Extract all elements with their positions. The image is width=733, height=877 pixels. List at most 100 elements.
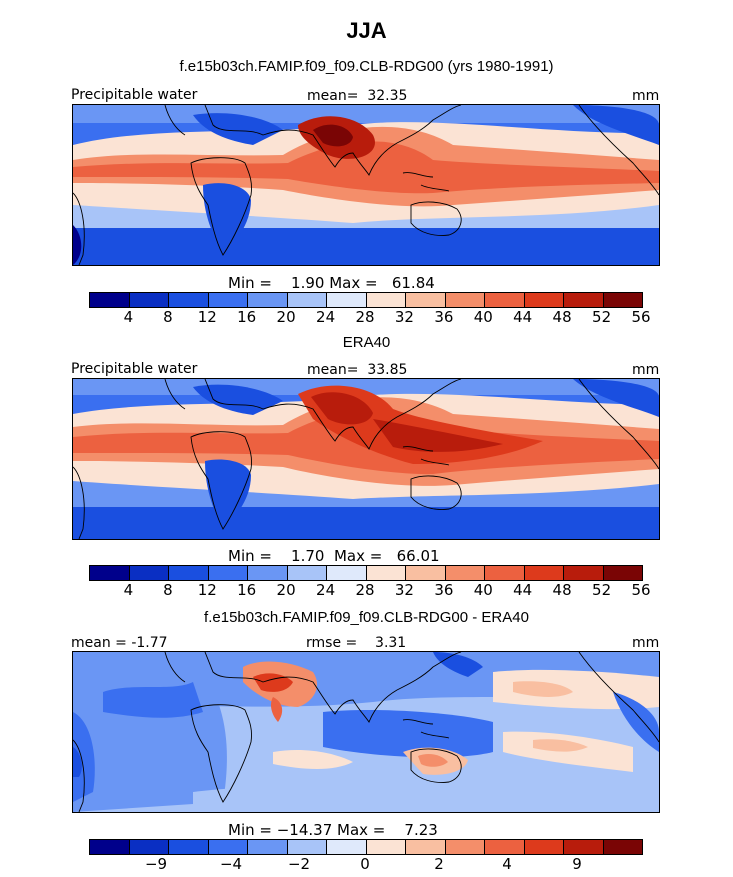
panel3-unit-label: mm <box>632 635 660 651</box>
colorbar-swatch <box>248 566 288 580</box>
colorbar-tick: 2 <box>434 855 444 873</box>
panel2-subtitle: ERA40 <box>342 334 391 351</box>
panel1-minmax: Min = 1.90 Max = 61.84 <box>228 274 435 292</box>
panel3-subtitle: f.e15b03ch.FAMIP.f09_f09.CLB-RDG00 - ERA… <box>204 609 529 626</box>
colorbar-tick: 8 <box>163 581 173 599</box>
panel3-rmse-label: rmse = 3.31 <box>306 635 407 651</box>
colorbar-tick: 0 <box>360 855 370 873</box>
colorbar-swatch <box>564 566 604 580</box>
colorbar-swatch <box>287 293 327 307</box>
colorbar-tick: 16 <box>237 581 257 599</box>
panel1-variable-label: Precipitable water <box>71 87 198 103</box>
colorbar-swatch <box>445 840 485 854</box>
colorbar-swatch <box>208 566 248 580</box>
colorbar-swatch <box>90 566 130 580</box>
colorbar-tick: −9 <box>144 855 168 873</box>
colorbar-swatch <box>485 840 525 854</box>
colorbar-swatch <box>287 840 327 854</box>
colorbar-swatch <box>564 293 604 307</box>
colorbar-tick: 56 <box>631 308 651 326</box>
colorbar-tick: 36 <box>434 581 454 599</box>
colorbar-tick: 9 <box>572 855 582 873</box>
panel2-variable-label: Precipitable water <box>71 361 198 377</box>
colorbar-swatch <box>603 293 642 307</box>
panel1-mean-label: mean= 32.35 <box>307 88 408 104</box>
panel1-subtitle: f.e15b03ch.FAMIP.f09_f09.CLB-RDG00 (yrs … <box>179 58 554 75</box>
colorbar-tick: 56 <box>631 581 651 599</box>
colorbar-swatch <box>248 840 288 854</box>
colorbar-swatch <box>366 840 406 854</box>
colorbar-swatch <box>406 840 446 854</box>
panel1-unit-label: mm <box>632 88 660 104</box>
colorbar-tick: 12 <box>197 581 217 599</box>
colorbar-swatch <box>169 840 209 854</box>
panel3-minmax: Min = −14.37 Max = 7.23 <box>228 821 438 839</box>
colorbar-tick: 16 <box>237 308 257 326</box>
colorbar-swatch <box>564 840 604 854</box>
figure-title: JJA <box>346 18 387 43</box>
colorbar-tick: 8 <box>163 308 173 326</box>
colorbar-swatch <box>524 840 564 854</box>
colorbar-swatch <box>90 293 130 307</box>
colorbar-tick: 48 <box>552 308 572 326</box>
colorbar-tick: 4 <box>123 581 134 599</box>
colorbar-tick: 52 <box>592 581 612 599</box>
colorbar-swatch <box>208 840 248 854</box>
colorbar-swatch <box>406 566 446 580</box>
colorbar-swatch <box>445 293 485 307</box>
colorbar-swatch <box>603 840 642 854</box>
colorbar-swatch <box>366 293 406 307</box>
colorbar-swatch <box>485 566 525 580</box>
panel2-colorbar-ticks: 4 8 12 16 20 24 28 32 36 40 44 48 52 56 <box>89 581 651 599</box>
colorbar-swatch <box>129 566 169 580</box>
colorbar-tick: 28 <box>355 308 375 326</box>
colorbar-tick: 48 <box>552 581 572 599</box>
colorbar-tick: 20 <box>276 308 296 326</box>
panel3-colorbar <box>89 839 643 855</box>
colorbar-tick: 24 <box>316 581 336 599</box>
colorbar-tick: 44 <box>513 308 533 326</box>
panel3-mean-label: mean = -1.77 <box>71 635 168 651</box>
panel2-unit-label: mm <box>632 362 660 378</box>
colorbar-tick: 36 <box>434 308 454 326</box>
colorbar-swatch <box>524 293 564 307</box>
colorbar-swatch <box>169 293 209 307</box>
colorbar-swatch <box>327 566 367 580</box>
colorbar-swatch <box>327 293 367 307</box>
panel1-map <box>72 104 660 266</box>
panel3-colorbar-ticks: −9 −4 −2 0 2 4 9 <box>89 855 641 873</box>
panel2-map <box>72 378 660 540</box>
panel2-colorbar <box>89 565 643 581</box>
colorbar-tick: 40 <box>473 581 493 599</box>
colorbar-swatch <box>90 840 130 854</box>
colorbar-tick: 40 <box>473 308 493 326</box>
colorbar-swatch <box>248 293 288 307</box>
colorbar-tick: −4 <box>219 855 243 873</box>
colorbar-swatch <box>524 566 564 580</box>
colorbar-tick: 4 <box>123 308 134 326</box>
colorbar-swatch <box>445 566 485 580</box>
panel1-colorbar-ticks: 4 8 12 16 20 24 28 32 36 40 44 48 52 56 <box>89 308 651 326</box>
colorbar-tick: 28 <box>355 581 375 599</box>
colorbar-swatch <box>129 840 169 854</box>
panel3-map <box>72 651 660 813</box>
colorbar-swatch <box>406 293 446 307</box>
colorbar-swatch <box>129 293 169 307</box>
colorbar-swatch <box>603 566 642 580</box>
panel2-mean-label: mean= 33.85 <box>307 362 408 378</box>
colorbar-swatch <box>287 566 327 580</box>
colorbar-swatch <box>208 293 248 307</box>
colorbar-tick: 44 <box>513 581 533 599</box>
panel1-colorbar <box>89 292 643 308</box>
colorbar-tick: 32 <box>394 581 414 599</box>
colorbar-tick: 4 <box>502 855 512 873</box>
colorbar-tick: 24 <box>316 308 336 326</box>
colorbar-tick: 20 <box>276 581 296 599</box>
colorbar-swatch <box>366 566 406 580</box>
colorbar-tick: −2 <box>287 855 311 873</box>
colorbar-tick: 52 <box>592 308 612 326</box>
colorbar-swatch <box>327 840 367 854</box>
colorbar-tick: 32 <box>394 308 414 326</box>
panel2-minmax: Min = 1.70 Max = 66.01 <box>228 547 440 565</box>
colorbar-swatch <box>485 293 525 307</box>
